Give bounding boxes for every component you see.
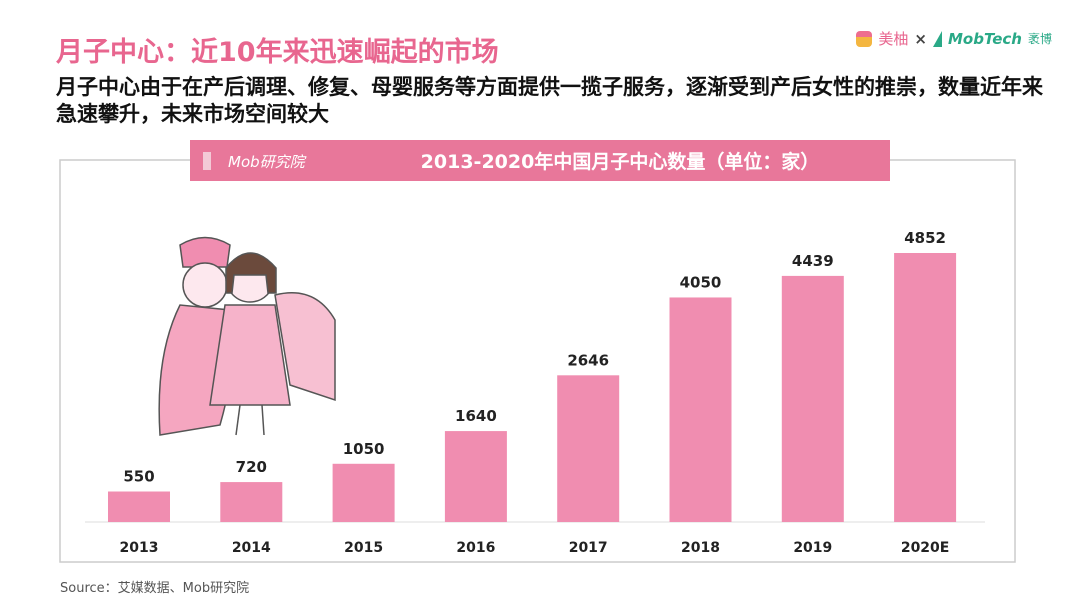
- page-title: 月子中心：近10年来迅速崛起的市场: [56, 37, 499, 68]
- meiyou-logo-text: 美柚: [878, 30, 909, 48]
- mobtech-logo-cn: 袤博: [1027, 32, 1052, 46]
- bar-2019: [781, 275, 844, 522]
- data-label-2015: 1050: [343, 440, 385, 458]
- chart-title: 2013-2020年中国月子中心数量（单位：家）: [421, 150, 820, 173]
- bar-2016: [444, 431, 507, 522]
- nurse-mother-illustration: [158, 236, 336, 436]
- x-tick-label-2018: 2018: [681, 540, 720, 556]
- bar-2013: [108, 491, 170, 522]
- x-tick-label-2017: 2017: [569, 540, 608, 556]
- data-label-2014: 720: [236, 458, 267, 476]
- x-tick-label-2014: 2014: [232, 540, 271, 556]
- data-label-2020E: 4852: [904, 229, 946, 247]
- mob-institute-logo: Mob研究院: [203, 152, 307, 171]
- data-label-2013: 550: [123, 468, 154, 486]
- bar-2018: [669, 297, 732, 522]
- mobtech-logo-icon: [932, 30, 942, 47]
- data-label-2016: 1640: [455, 407, 497, 425]
- x-tick-label-2015: 2015: [344, 540, 383, 556]
- bar-2015: [332, 463, 395, 522]
- bar-2014: [220, 482, 283, 522]
- meiyou-logo-icon: [856, 30, 873, 47]
- bar-2017: [557, 375, 620, 522]
- data-label-2019: 4439: [792, 252, 834, 270]
- mob-logo-text: Mob研究院: [228, 153, 307, 171]
- page-subtitle: 月子中心由于在产后调理、修复、母婴服务等方面提供一揽子服务，逐渐受到产后女性的推…: [56, 75, 1043, 126]
- x-tick-label-2019: 2019: [793, 540, 832, 556]
- x-tick-label-2016: 2016: [456, 540, 495, 556]
- x-tick-label-2013: 2013: [120, 540, 159, 556]
- data-label-2017: 2646: [567, 351, 609, 369]
- source-note: Source：艾媒数据、Mob研究院: [60, 581, 250, 596]
- chart-title-banner: [190, 140, 890, 181]
- times-sign: ×: [914, 29, 927, 48]
- data-label-2018: 4050: [680, 273, 722, 291]
- mobtech-logo-text: MobTech: [947, 29, 1022, 48]
- x-tick-label-2020E: 2020E: [901, 540, 950, 556]
- bar-2020E: [894, 253, 957, 522]
- brand-logos: 美柚 × MobTech 袤博: [856, 28, 1052, 49]
- mob-logo-icon: [203, 152, 211, 170]
